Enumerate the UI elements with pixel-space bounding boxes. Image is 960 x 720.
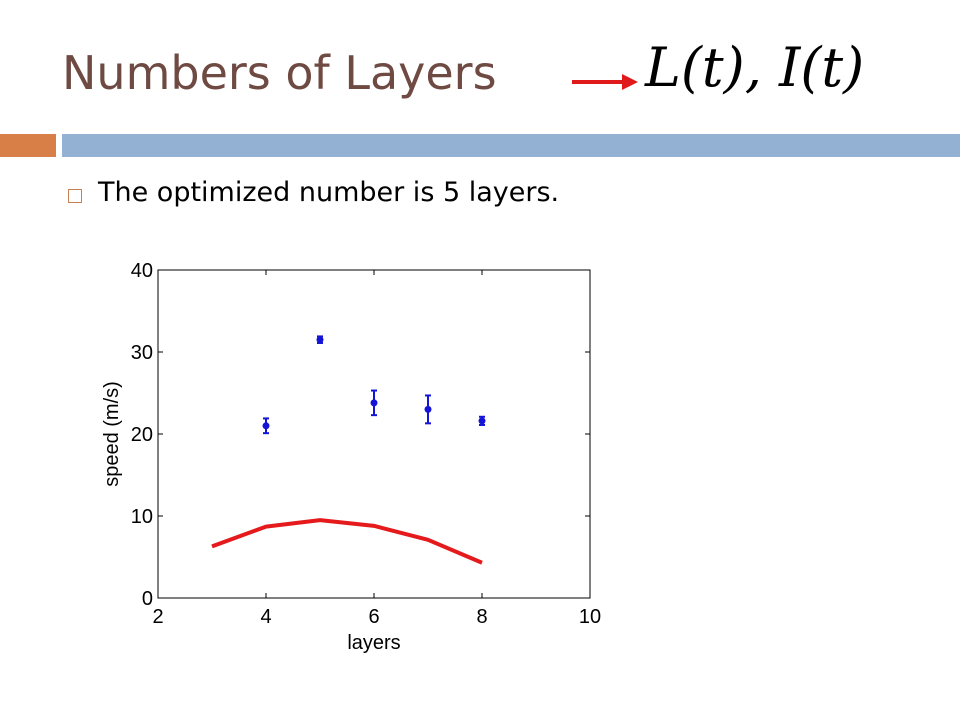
data-point <box>478 415 486 426</box>
x-tick-label: 2 <box>152 606 163 628</box>
y-tick-label: 0 <box>142 588 153 610</box>
line-series <box>211 518 483 565</box>
accent-bar <box>0 134 56 157</box>
data-point <box>370 389 378 417</box>
bullet-square-icon <box>68 189 82 203</box>
point-marker <box>262 422 270 430</box>
y-tick-label: 20 <box>131 424 153 446</box>
data-point <box>424 394 432 425</box>
x-axis-label: layers <box>347 632 400 654</box>
point-marker <box>316 336 324 344</box>
y-axis-label: speed (m/s) <box>101 381 123 487</box>
errorbar-series <box>262 335 486 435</box>
x-tick-label: 10 <box>579 606 601 628</box>
y-tick-label: 40 <box>131 260 153 282</box>
point-marker <box>424 405 432 413</box>
data-point <box>316 335 324 344</box>
formula: L(t), I(t) <box>645 36 865 99</box>
data-point <box>262 417 270 435</box>
right-arrow-icon <box>572 74 638 90</box>
slide-title: Numbers of Layers <box>62 46 497 100</box>
y-tick-label: 10 <box>131 506 153 528</box>
point-marker <box>370 399 378 407</box>
x-tick-label: 4 <box>260 606 271 628</box>
bullet-text: The optimized number is 5 layers. <box>98 177 560 208</box>
plot-area <box>157 269 591 599</box>
red-line-series <box>211 518 483 565</box>
title-underline-bar <box>62 134 960 157</box>
y-axis-ticks: 0 10 20 30 40 <box>131 260 590 610</box>
y-tick-label: 30 <box>131 342 153 364</box>
x-axis-ticks: 2 4 6 8 10 <box>152 270 601 628</box>
x-tick-label: 6 <box>368 606 379 628</box>
x-tick-label: 8 <box>476 606 487 628</box>
point-marker <box>478 417 486 425</box>
